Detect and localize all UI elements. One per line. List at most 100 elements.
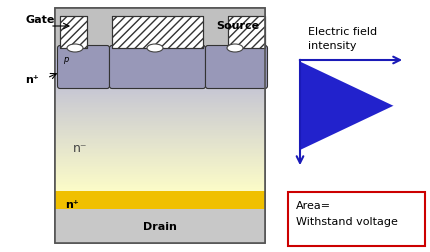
Bar <box>55 64 265 67</box>
Bar <box>55 59 265 62</box>
Bar <box>55 62 265 66</box>
Ellipse shape <box>147 44 163 52</box>
Bar <box>55 125 265 128</box>
Text: n⁺: n⁺ <box>25 75 39 85</box>
Bar <box>55 185 265 188</box>
Text: Area=: Area= <box>296 201 331 211</box>
Bar <box>55 131 265 135</box>
Bar <box>60 16 87 48</box>
Bar <box>55 108 265 112</box>
Bar <box>55 87 265 90</box>
Text: Withstand voltage: Withstand voltage <box>296 217 398 227</box>
Bar <box>55 149 265 152</box>
Bar <box>55 151 265 154</box>
Bar <box>55 158 265 161</box>
Bar <box>55 116 265 120</box>
Bar <box>55 92 265 95</box>
Text: n⁻: n⁻ <box>73 142 87 154</box>
Text: Source: Source <box>216 21 259 31</box>
Text: intensity: intensity <box>308 41 356 51</box>
Bar <box>55 115 265 118</box>
Bar <box>228 16 265 48</box>
Bar <box>55 164 265 167</box>
Bar <box>55 120 265 123</box>
Bar <box>55 128 265 131</box>
Bar <box>55 66 265 69</box>
Bar <box>55 90 265 93</box>
Bar <box>55 69 265 72</box>
Bar <box>55 136 265 139</box>
FancyBboxPatch shape <box>58 46 110 88</box>
Bar <box>288 192 425 246</box>
Bar <box>55 166 265 169</box>
Bar <box>55 139 265 143</box>
Bar <box>55 187 265 190</box>
Bar <box>55 169 265 172</box>
Text: Gate: Gate <box>25 15 54 25</box>
Bar <box>55 8 265 60</box>
Bar <box>55 95 265 99</box>
Bar <box>55 112 265 115</box>
Bar <box>60 16 87 48</box>
Bar <box>55 102 265 105</box>
Bar <box>55 79 265 82</box>
Bar <box>55 144 265 148</box>
Bar <box>55 97 265 100</box>
Bar <box>55 67 265 71</box>
Bar <box>55 182 265 185</box>
Bar <box>55 77 265 80</box>
Polygon shape <box>300 60 395 150</box>
Bar <box>228 16 265 48</box>
FancyBboxPatch shape <box>110 46 206 88</box>
Bar <box>55 82 265 85</box>
Bar <box>55 174 265 177</box>
Bar <box>55 93 265 97</box>
Text: Electric field: Electric field <box>308 27 377 37</box>
Bar <box>55 84 265 87</box>
Bar <box>55 121 265 125</box>
Bar <box>55 188 265 192</box>
Bar <box>55 184 265 187</box>
Bar <box>55 135 265 138</box>
Bar <box>55 172 265 175</box>
Bar <box>55 89 265 92</box>
Bar <box>55 8 265 243</box>
Bar <box>55 162 265 166</box>
Bar <box>55 76 265 79</box>
Bar <box>55 110 265 113</box>
Bar <box>55 103 265 107</box>
Bar <box>55 8 265 243</box>
Bar <box>55 130 265 133</box>
Bar <box>55 159 265 162</box>
Bar <box>55 72 265 76</box>
Bar <box>55 175 265 179</box>
Bar <box>55 177 265 180</box>
Bar <box>55 100 265 103</box>
Ellipse shape <box>67 44 83 52</box>
Text: n⁺: n⁺ <box>65 200 79 210</box>
Bar <box>55 85 265 89</box>
Bar <box>55 143 265 146</box>
Bar <box>55 107 265 110</box>
Bar <box>55 171 265 174</box>
FancyBboxPatch shape <box>206 46 267 88</box>
Bar <box>55 161 265 164</box>
Bar <box>55 80 265 84</box>
Bar <box>55 148 265 151</box>
Bar <box>55 156 265 159</box>
Bar <box>55 133 265 136</box>
Bar <box>55 179 265 182</box>
Bar <box>55 138 265 141</box>
Ellipse shape <box>227 44 243 52</box>
Bar <box>55 113 265 116</box>
Bar <box>55 105 265 108</box>
Text: Drain: Drain <box>143 222 177 232</box>
Bar <box>55 118 265 121</box>
Bar <box>55 146 265 149</box>
Bar <box>112 16 203 48</box>
Bar <box>55 209 265 243</box>
Bar <box>55 71 265 74</box>
Bar <box>55 141 265 144</box>
Bar <box>55 126 265 130</box>
Bar <box>55 167 265 171</box>
